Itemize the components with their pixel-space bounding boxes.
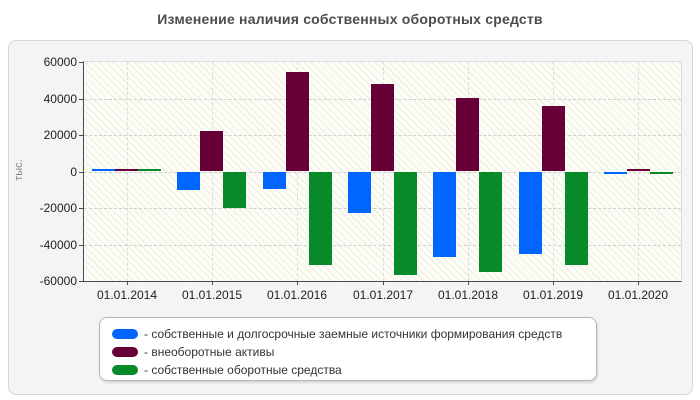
x-tick-label: 01.01.2015: [181, 288, 243, 302]
legend-item-noncurrent-assets: - внеоборотные активы: [112, 343, 586, 361]
x-tick-label: 01.01.2017: [352, 288, 414, 302]
bar-noncurrent-assets: [627, 168, 650, 172]
bar-sources: [604, 171, 627, 174]
bar-own-working-capital: [650, 171, 673, 174]
y-gridline: [84, 245, 681, 246]
legend-swatch-green: [112, 365, 138, 375]
x-gridline: [383, 62, 384, 281]
x-gridline: [212, 62, 213, 281]
bar-sources: [519, 171, 542, 254]
plot-area: 60000 40000 20000 0 -20000 -40000 -60000 01.01.…: [40, 55, 682, 302]
y-tick: [79, 281, 84, 282]
x-tick-label: 01.01.2016: [266, 288, 328, 302]
y-tick: [79, 99, 84, 100]
y-tick: [79, 172, 84, 173]
legend-label: - внеоборотные активы: [144, 345, 275, 359]
x-gridline: [553, 62, 554, 281]
x-tick: [297, 281, 298, 285]
y-gridline: [84, 172, 681, 173]
bar-own-working-capital: [479, 171, 502, 272]
x-tick: [468, 281, 469, 285]
legend: - собственные и долгосрочные заемные ист…: [99, 317, 597, 381]
y-gridline: [84, 208, 681, 209]
bar-sources: [263, 171, 286, 189]
x-tick: [553, 281, 554, 285]
bar-own-working-capital: [223, 171, 246, 208]
x-tick-label: 01.01.2020: [607, 288, 669, 302]
y-tick-label: 40000: [43, 92, 77, 106]
legend-swatch-maroon: [112, 347, 138, 357]
x-tick: [638, 281, 639, 285]
bar-noncurrent-assets: [200, 131, 223, 172]
y-tick: [79, 62, 84, 63]
bar-noncurrent-assets: [371, 83, 394, 172]
chart-title: Изменение наличия собственных оборотных …: [157, 11, 543, 27]
y-tick: [79, 208, 84, 209]
x-tick: [212, 281, 213, 285]
y-tick-label: -20000: [39, 201, 77, 215]
x-tick-label: 01.01.2019: [522, 288, 584, 302]
x-tick: [127, 281, 128, 285]
bar-own-working-capital: [138, 168, 161, 172]
x-tick: [383, 281, 384, 285]
legend-item-own-working-capital: - собственные оборотные средства: [112, 361, 586, 379]
y-tick: [79, 245, 84, 246]
bar-noncurrent-assets: [115, 168, 138, 172]
legend-item-sources: - собственные и долгосрочные заемные ист…: [112, 325, 586, 343]
bar-own-working-capital: [565, 171, 588, 266]
bar-noncurrent-assets: [542, 105, 565, 172]
bar-own-working-capital: [394, 171, 417, 275]
x-tick-label: 01.01.2014: [96, 288, 158, 302]
bar-sources: [348, 171, 371, 213]
x-gridline: [127, 62, 128, 281]
x-gridline: [638, 62, 639, 281]
bar-noncurrent-assets: [456, 97, 479, 172]
y-tick-label: 20000: [43, 128, 77, 142]
bar-own-working-capital: [309, 171, 332, 265]
bar-sources: [92, 168, 115, 172]
legend-label: - собственные и долгосрочные заемные ист…: [144, 327, 563, 341]
x-gridline: [468, 62, 469, 281]
chart-panel: тыс. 60000 40000 20000 0 -20000 -40000 -60000 0…: [8, 40, 693, 395]
legend-swatch-blue: [112, 329, 138, 339]
y-tick-label: -40000: [39, 238, 77, 252]
bar-noncurrent-assets: [286, 72, 309, 172]
x-gridline: [297, 62, 298, 281]
y-tick: [79, 135, 84, 136]
bar-sources: [177, 171, 200, 190]
y-tick-label: -60000: [39, 274, 77, 288]
y-tick-label: 0: [70, 165, 77, 179]
y-tick-label: 60000: [43, 55, 77, 69]
legend-label: - собственные оборотные средства: [144, 363, 342, 377]
bar-sources: [433, 171, 456, 258]
x-tick-label: 01.01.2018: [437, 288, 499, 302]
